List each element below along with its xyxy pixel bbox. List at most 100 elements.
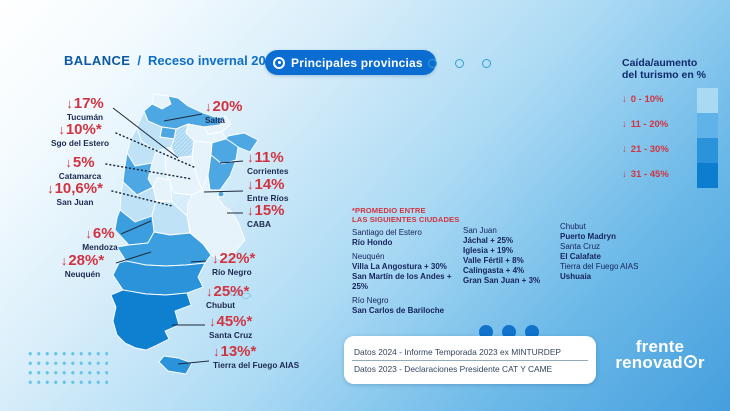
province-label-mendoza: ↓6% Mendoza [82, 225, 118, 252]
connector-mendoza [120, 220, 152, 235]
city-label: Río Hondo [352, 238, 393, 248]
legend-swatch-21-30 [697, 138, 718, 163]
frente-renovador-logo: frente renovad r [598, 337, 722, 373]
connector-entre-rios [203, 190, 244, 193]
city-label: Iglesia + 19% [463, 246, 514, 255]
province-label-entre-rios: ↓14% Entre Ríos [247, 176, 289, 203]
region-label: Tierra del Fuego AIAS [560, 262, 639, 271]
slide-dot-icon[interactable] [482, 59, 491, 68]
province-label-sgo-del-estero: ↓10%* Sgo del Estero [50, 121, 110, 148]
province-shape-buenos-aires [186, 175, 246, 260]
legend-title: Caída/aumento del turismo en % [622, 57, 707, 82]
city-label: Jáchal + 25% [463, 236, 514, 245]
province-label-corrientes: ↓11% Corrientes [247, 149, 289, 176]
city-label: El Calafate [560, 252, 601, 261]
city-label: Ushuaia [560, 272, 592, 281]
data-source-box: Datos 2024 - Informe Temporada 2023 ex M… [344, 336, 596, 384]
city-group: Chubut Puerto Madryn Santa Cruz El Calaf… [560, 222, 678, 282]
legend-swatch-11-20 [697, 113, 718, 138]
cities-note-column-2: San Juan Jáchal + 25% Iglesia + 19% Vall… [463, 226, 571, 290]
city-group: San Juan Jáchal + 25% Iglesia + 19% Vall… [463, 226, 571, 286]
city-group: Río Negro San Carlos de Bariloche [352, 296, 464, 316]
legend-row: ↓ 11 - 20% [622, 112, 669, 137]
logo-line-1: frente [635, 337, 685, 356]
dot-icon [502, 325, 516, 339]
legend-color-scale [697, 88, 718, 188]
province-label-tierra-del-fuego: ↓13%* Tierra del Fuego AIAS [213, 343, 300, 370]
tab-principales-provincias[interactable]: Principales provincias [265, 50, 436, 75]
connector-neuquen [115, 251, 152, 264]
city-label: San Martín de los Andes + 25% [352, 272, 452, 292]
city-label: Valle Fértil + 8% [463, 256, 524, 265]
legend-row: ↓ 31 - 45% [622, 162, 669, 187]
connector-corrientes [219, 160, 244, 164]
legend-bucket-label: 21 - 30% [630, 144, 669, 155]
province-label-tucuman: ↓17% Tucumán [66, 95, 104, 122]
legend-bucket-label: 11 - 20% [630, 119, 669, 130]
legend-row: ↓ 21 - 30% [622, 137, 669, 162]
slide-dot-icon[interactable] [428, 59, 437, 68]
header: BALANCE / Receso invernal 2024 [64, 53, 280, 68]
connector-tierra-del-fuego [177, 360, 210, 365]
legend-bucket-label: 0 - 10% [630, 94, 664, 105]
legend-rows: ↓ 0 - 10% ↓ 11 - 20% ↓ 21 - 30% ↓ 31 - 45% [622, 87, 669, 187]
city-group: Santiago del Estero Río Hondo [352, 228, 464, 248]
region-label: Neuquén [352, 252, 385, 262]
slide-dot-icon[interactable] [455, 59, 464, 68]
cities-note-column-1: *PROMEDIO ENTRE LAS SIGUIENTES CIUDADES S… [352, 206, 464, 320]
city-group: Neuquén Villa La Angostura + 30% San Mar… [352, 252, 464, 292]
source-line-2023: Datos 2023 - Declaraciones Presidente CA… [354, 363, 553, 374]
province-label-caba: ↓15% CABA [247, 202, 285, 229]
cities-note-column-3: Chubut Puerto Madryn Santa Cruz El Calaf… [560, 222, 678, 282]
cities-note-title: *PROMEDIO ENTRE LAS SIGUIENTES CIUDADES [352, 206, 460, 225]
province-shape-caba [217, 190, 225, 198]
city-label: Gran San Juan + 3% [463, 276, 541, 285]
province-label-chubut: ↓25%* Chubut [206, 283, 250, 310]
connector-sgo-del-estero [115, 132, 197, 169]
logo-line-2: renovad r [615, 353, 705, 373]
city-label: San Carlos de Bariloche [352, 306, 445, 316]
logo-o-target-icon [683, 355, 697, 369]
dot-grid-pattern [26, 349, 108, 385]
province-shape-san-luis [152, 177, 173, 203]
header-balance-label: BALANCE [64, 53, 131, 68]
legend-swatch-31-45 [697, 163, 718, 188]
legend-bucket-label: 31 - 45% [630, 169, 669, 180]
city-label: Villa La Angostura + 30% [352, 262, 447, 272]
province-label-salta: ↓20% Salta [205, 98, 243, 125]
connector-catamarca [105, 163, 193, 180]
down-arrow-icon: ↓ [622, 144, 627, 155]
province-label-catamarca: ↓5% Catamarca [58, 154, 102, 181]
connector-lines [105, 107, 244, 365]
header-separator: / [137, 53, 141, 68]
dot-icon [479, 325, 493, 339]
province-label-neuquen: ↓28%* Neuquén [60, 252, 105, 279]
region-label: Río Negro [352, 296, 389, 306]
tab-label: Principales provincias [291, 55, 423, 70]
connector-rio-negro [190, 260, 207, 263]
region-label: Santiago del Estero [352, 228, 422, 238]
connector-tucuman [112, 107, 179, 159]
down-arrow-icon: ↓ [622, 94, 627, 105]
down-arrow-icon: ↓ [622, 119, 627, 130]
province-label-rio-negro: ↓22%* Río Negro [212, 250, 256, 277]
city-label: Calingasta + 4% [463, 266, 525, 275]
region-label: Chubut [560, 222, 586, 231]
decorative-dots [479, 325, 539, 339]
province-shape-tierra-del-fuego [158, 355, 193, 375]
region-label: Santa Cruz [560, 242, 601, 251]
down-arrow-icon: ↓ [622, 169, 627, 180]
legend-swatch-0-10 [697, 88, 718, 113]
province-shape-santa-cruz [110, 289, 192, 351]
connector-salta [163, 113, 203, 122]
source-divider [352, 359, 588, 361]
malvinas-islands-shape [229, 288, 252, 300]
dot-icon [525, 325, 539, 339]
connector-san-juan [111, 190, 173, 207]
legend-row: ↓ 0 - 10% [622, 87, 669, 112]
province-label-santa-cruz: ↓45%* Santa Cruz [209, 313, 253, 340]
source-line-2024: Datos 2024 - Informe Temporada 2023 ex M… [354, 346, 561, 357]
slide-indicator-dots[interactable] [428, 59, 491, 68]
